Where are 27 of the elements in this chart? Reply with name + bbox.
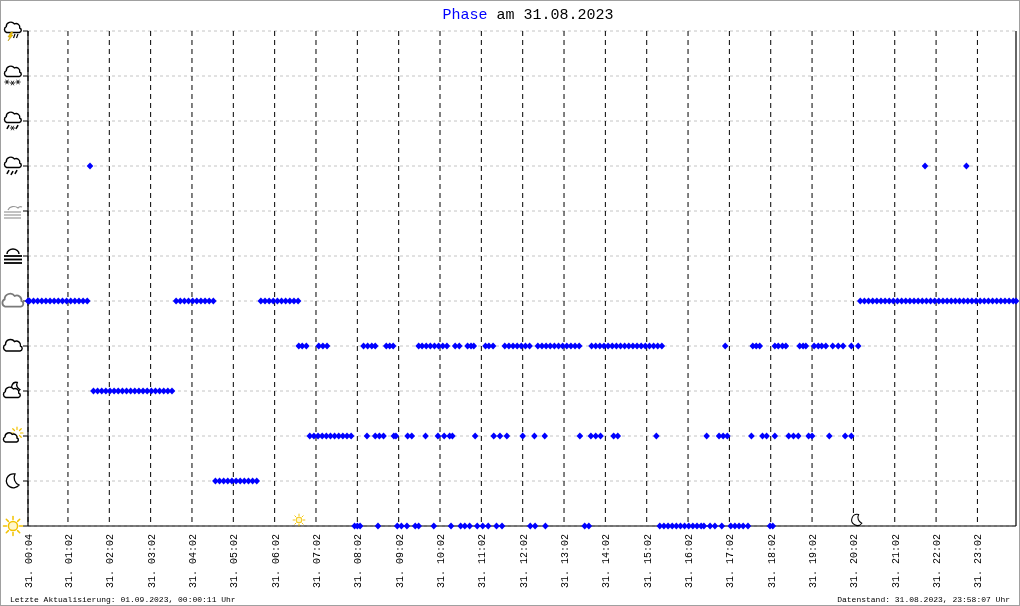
x-tick-label: 31. 09:02 bbox=[394, 534, 406, 589]
x-tick-label: 31. 18:02 bbox=[766, 534, 778, 589]
x-tick-label: 31. 19:02 bbox=[807, 534, 819, 589]
x-tick-label: 31. 17:02 bbox=[724, 534, 736, 589]
x-tick-label: 31. 07:02 bbox=[311, 534, 323, 589]
chart-title: Phase am 31.08.2023 bbox=[442, 7, 614, 24]
x-tick-label: 31. 20:02 bbox=[848, 534, 860, 589]
x-tick-label: 31. 21:02 bbox=[890, 534, 902, 589]
x-tick-label: 31. 14:02 bbox=[600, 534, 612, 589]
x-tick-label: 31. 00:04 bbox=[23, 534, 35, 589]
x-tick-label: 31. 02:02 bbox=[104, 534, 116, 589]
x-tick-label: 31. 15:02 bbox=[642, 534, 654, 589]
x-tick-label: 31. 01:02 bbox=[63, 534, 75, 589]
text: Datenstand: 31.08.2023, 23:58:07 Uhr bbox=[837, 595, 1011, 604]
x-tick-label: 31. 08:02 bbox=[352, 534, 364, 589]
text: Letzte Aktualisierung: 01.09.2023, 00:00:11 Uhr bbox=[10, 595, 236, 604]
x-tick-label: 31. 03:02 bbox=[146, 534, 158, 589]
x-tick-label: 31. 16:02 bbox=[683, 534, 695, 589]
x-tick-label: 31. 12:02 bbox=[518, 534, 530, 589]
x-tick-label: 31. 23:02 bbox=[972, 534, 984, 589]
x-tick-label: 31. 04:02 bbox=[187, 534, 199, 589]
x-tick-label: 31. 10:02 bbox=[435, 534, 447, 589]
x-tick-label: 31. 22:02 bbox=[931, 534, 943, 589]
x-tick-label: 31. 05:02 bbox=[228, 534, 240, 589]
x-tick-label: 31. 11:02 bbox=[476, 534, 488, 589]
x-tick-label: 31. 13:02 bbox=[559, 534, 571, 589]
x-tick-label: 31. 06:02 bbox=[270, 534, 282, 589]
